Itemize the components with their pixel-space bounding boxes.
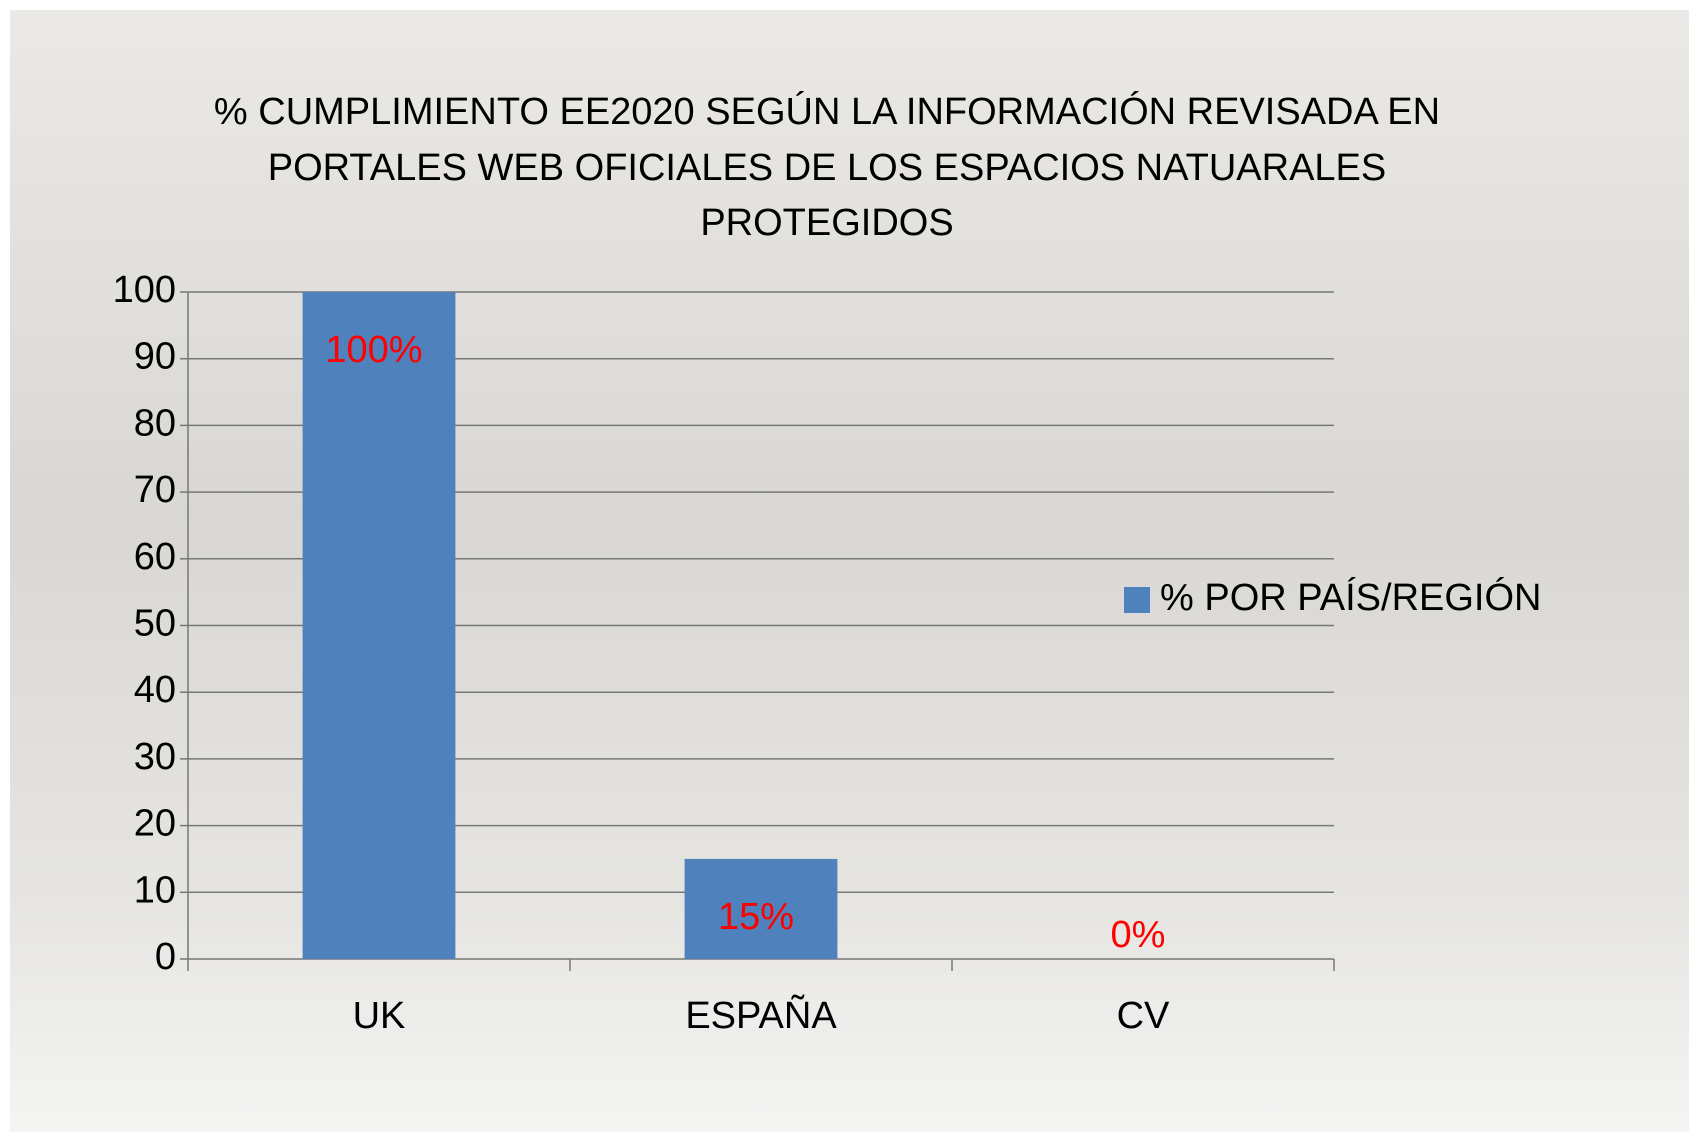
y-tick-label: 60 [134, 536, 176, 578]
legend-swatch [1124, 587, 1150, 613]
bar [684, 858, 838, 959]
bar [302, 292, 456, 959]
y-tick-label: 90 [134, 336, 176, 378]
x-tick-label: ESPAÑA [685, 994, 837, 1037]
chart-title: PROTEGIDOS [700, 202, 953, 244]
y-tick-label: 40 [134, 669, 176, 711]
chart-title: % CUMPLIMIENTO EE2020 SEGÚN LA INFORMACI… [214, 90, 1440, 133]
x-tick-label: UK [353, 995, 406, 1037]
data-label: 15% [718, 896, 794, 938]
y-tick-label: 80 [134, 402, 176, 444]
y-tick-label: 100 [113, 269, 176, 311]
y-tick-label: 70 [134, 469, 176, 511]
chart-title: PORTALES WEB OFICIALES DE LOS ESPACIOS N… [268, 147, 1387, 189]
x-tick-label: CV [1117, 995, 1170, 1037]
y-tick-label: 20 [134, 803, 176, 845]
photo-backdrop [10, 10, 1689, 1132]
y-tick-label: 50 [134, 603, 176, 645]
y-tick-label: 0 [155, 936, 176, 978]
legend-label: % POR PAÍS/REGIÓN [1160, 576, 1541, 619]
y-tick-label: 10 [134, 869, 176, 911]
y-tick-label: 30 [134, 736, 176, 778]
data-label: 0% [1111, 914, 1166, 956]
data-label: 100% [325, 329, 422, 371]
